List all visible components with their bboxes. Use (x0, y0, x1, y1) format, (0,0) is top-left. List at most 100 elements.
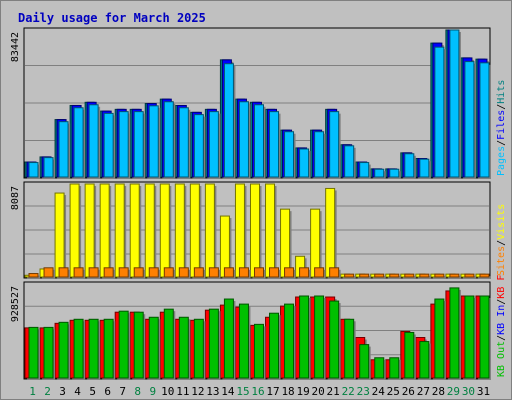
bar-sites-day11 (178, 267, 189, 278)
legend-entry: Files (496, 110, 507, 140)
bar-visits-day21 (325, 187, 336, 278)
bar-kb-out-day13 (208, 308, 219, 379)
bar-pages-day26 (404, 153, 415, 178)
bar-pages-day3 (58, 121, 69, 178)
bar-sites-day3 (58, 267, 69, 278)
bar-sites-day22-shadow (346, 276, 356, 279)
x-tick-label-day11: 11 (176, 385, 189, 398)
bar-visits-day20 (310, 208, 321, 278)
x-tick-label-day23: 23 (357, 385, 370, 398)
bar-sites-day27-shadow (421, 276, 431, 279)
bar-sites-day30-shadow (466, 276, 476, 279)
bar-visits-day18 (280, 208, 291, 278)
bar-sites-day29-shadow (451, 276, 461, 279)
bar-kb-out-day3 (58, 321, 69, 379)
bar-sites-day26 (404, 273, 415, 278)
bar-visits-day11 (174, 183, 185, 278)
bar-visits-day10 (159, 183, 170, 278)
panel-legend: Sites/Visits (496, 204, 507, 276)
bar-pages-day7 (118, 111, 129, 178)
x-tick-label-day2: 2 (44, 385, 51, 398)
x-tick-label-day9: 9 (149, 385, 156, 398)
bar-sites-day23-shadow (361, 276, 371, 279)
bar-kb-out-day26 (404, 331, 415, 379)
x-tick-label-day25: 25 (387, 385, 400, 398)
bar-kb-out-day1 (28, 326, 39, 379)
x-tick-label-day12: 12 (191, 385, 204, 398)
x-tick-label-day5: 5 (89, 385, 96, 398)
x-tick-label-day28: 28 (432, 385, 445, 398)
bar-pages-day29 (449, 29, 460, 178)
x-tick-label-day26: 26 (402, 385, 415, 398)
x-tick-label-day4: 4 (74, 385, 81, 398)
bar-visits-day17 (265, 183, 276, 278)
x-tick-label-day24: 24 (372, 385, 386, 398)
x-tick-label-day19: 19 (296, 385, 309, 398)
legend-entry: / (496, 240, 507, 246)
bar-sites-day25 (389, 273, 400, 278)
legend-entry: / (496, 140, 507, 146)
x-tick-label-day17: 17 (266, 385, 279, 398)
bar-kb-out-day31 (479, 295, 490, 379)
bar-kb-out-day9 (148, 316, 159, 379)
x-tick-label-day8: 8 (134, 385, 141, 398)
chart-title: Daily usage for March 2025 (18, 11, 206, 25)
bar-pages-day12 (193, 114, 204, 178)
bar-sites-day7 (118, 267, 129, 278)
panel-max-label: 8087 (10, 186, 21, 210)
x-tick-label-day27: 27 (417, 385, 430, 398)
bar-pages-day18 (284, 131, 295, 178)
legend-entry: Pages (496, 146, 507, 176)
bar-kb-out-day30 (464, 295, 475, 379)
panel-max-label: 928527 (10, 286, 21, 322)
bar-pages-day30 (464, 61, 475, 178)
bar-sites-day24-shadow (376, 276, 386, 279)
bar-kb-out-day16 (253, 323, 264, 379)
panel-legend: Pages/Files/Hits (496, 80, 507, 176)
bar-kb-out-day6 (103, 318, 114, 379)
bar-kb-out-day5 (88, 318, 99, 379)
bar-kb-out-day11 (178, 316, 189, 379)
legend-entry: / (496, 104, 507, 110)
bar-kb-out-day29 (449, 287, 460, 379)
bar-pages-day27 (419, 158, 430, 178)
legend-entry: Sites (496, 246, 507, 276)
bar-pages-day13 (208, 111, 219, 178)
bar-sites-day20 (314, 267, 325, 278)
bar-sites-day23 (359, 273, 370, 278)
bar-sites-day18 (284, 267, 295, 278)
legend-entry: / (496, 299, 507, 305)
x-tick-label-day1: 1 (29, 385, 36, 398)
bar-visits-day7 (114, 183, 125, 278)
bar-sites-day22 (344, 273, 355, 278)
bar-pages-day24 (374, 168, 385, 178)
legend-entry: KB Out (496, 341, 507, 377)
bar-pages-day1 (28, 162, 39, 178)
bar-sites-day30 (464, 273, 475, 278)
bar-pages-day28 (434, 46, 445, 178)
bar-visits-day3 (54, 192, 65, 278)
bar-pages-day10 (163, 101, 174, 178)
bar-kb-out-day25 (389, 357, 400, 379)
bar-pages-day23 (359, 162, 370, 178)
bar-visits-day6 (99, 183, 110, 278)
x-tick-label-day31: 31 (477, 385, 490, 398)
bar-sites-day19 (299, 267, 310, 278)
bar-pages-day6 (103, 112, 114, 178)
bar-sites-day15 (238, 267, 249, 278)
x-tick-label-day16: 16 (251, 385, 264, 398)
bar-sites-day31 (479, 273, 490, 278)
bar-sites-day14 (223, 267, 234, 278)
bar-visits-day16 (249, 183, 260, 278)
bar-kb-out-day2 (43, 326, 54, 379)
bar-kb-out-day21 (329, 300, 340, 379)
bar-sites-day28-shadow (436, 276, 446, 279)
bar-sites-day27 (419, 273, 430, 278)
bar-kb-out-day15 (238, 303, 249, 379)
bar-pages-day22 (344, 145, 355, 178)
legend-entry: / (496, 335, 507, 341)
bar-kb-out-day19 (299, 295, 310, 379)
